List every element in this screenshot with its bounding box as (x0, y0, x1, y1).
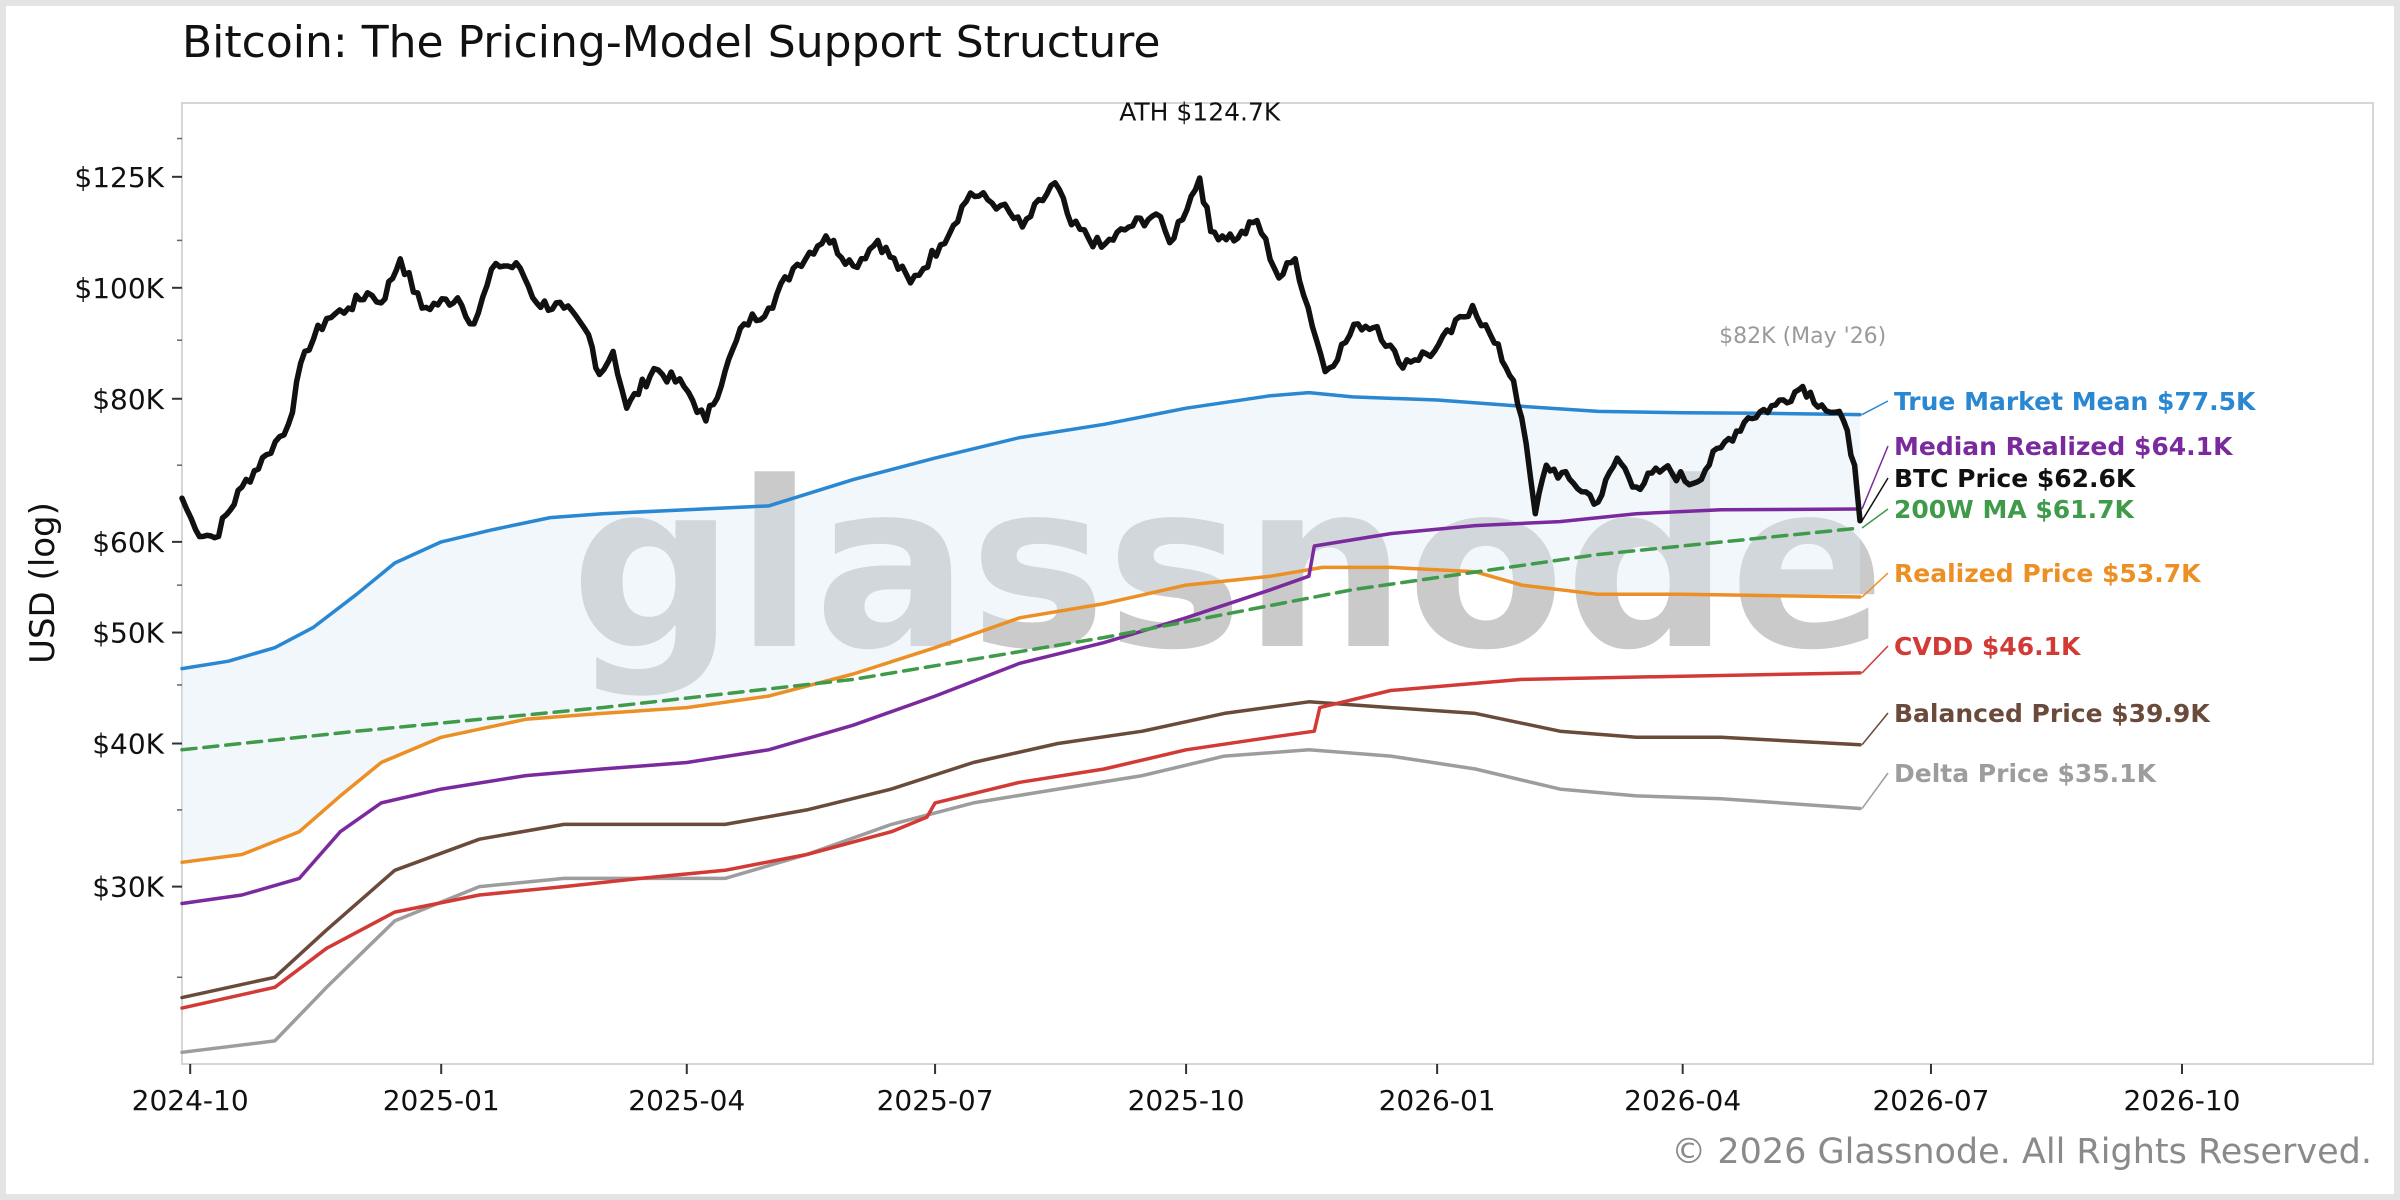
leader-200w-ma (1861, 508, 1889, 529)
end-label-true-market-mean: True Market Mean $77.5K (1894, 387, 2257, 416)
y-tick-label-50000: $50K (92, 617, 164, 650)
y-tick-label-80000: $80K (92, 383, 164, 416)
chart-frame: Bitcoin: The Pricing-Model Support Struc… (6, 6, 2394, 1194)
x-tick-label-2025-01: 2025-01 (383, 1084, 500, 1117)
series-line-median-realized (180, 507, 1862, 906)
leader-btc-price (1861, 477, 1889, 522)
leader-median-realized (1861, 445, 1889, 510)
leader-balanced-price (1861, 712, 1889, 746)
series-line-200w-ma (180, 526, 1862, 752)
end-label-delta-price: Delta Price $35.1K (1894, 759, 2158, 788)
series-line-delta-price (180, 748, 1862, 1055)
chart-canvas: Bitcoin: The Pricing-Model Support Struc… (23, 17, 2374, 1172)
x-tick-label-2026-07: 2026-07 (1872, 1084, 1989, 1117)
y-tick-label-100000: $100K (74, 272, 164, 305)
x-tick-label-2026-01: 2026-01 (1379, 1084, 1496, 1117)
end-label-median-realized: Median Realized $64.1K (1894, 432, 2234, 461)
end-label-realized-price: Realized Price $53.7K (1894, 559, 2202, 588)
axis-ticks: 2024-10 2025-01 2025-04 2025-07 2025-10 2026-… (74, 137, 2241, 1117)
y-tick-label-60000: $60K (92, 526, 164, 559)
plot-area (181, 102, 2374, 1065)
price-band (182, 392, 1860, 863)
series-line-balanced-price (180, 700, 1862, 1000)
leader-true-market-mean (1861, 400, 1889, 416)
y-axis-label: USD (log) (23, 502, 63, 664)
end-label-btc-price: BTC Price $62.6K (1894, 464, 2137, 493)
band-fill (182, 392, 1860, 863)
series-line-cvdd (180, 671, 1862, 1010)
y-tick-label-30000: $30K (92, 871, 164, 904)
series-line-realized-price (180, 565, 1862, 865)
leader-realized-price (1861, 572, 1889, 598)
series-line-true-market-mean (180, 390, 1862, 671)
x-tick-label-2024-10: 2024-10 (132, 1084, 249, 1117)
x-tick-label-2025-07: 2025-07 (877, 1084, 994, 1117)
x-tick-label-2025-04: 2025-04 (628, 1084, 745, 1117)
annotation-0: ATH $124.7K (1119, 97, 1281, 126)
chart-title: Bitcoin: The Pricing-Model Support Struc… (182, 17, 1160, 68)
watermark: glassnode (571, 434, 1886, 701)
copyright-text: © 2026 Glassnode. All Rights Reserved. (1671, 1132, 2372, 1172)
end-label-cvdd: CVDD $46.1K (1894, 632, 2082, 661)
series-line-btc-price (179, 175, 1863, 541)
leader-cvdd (1861, 645, 1889, 674)
annotations: ATH $124.7K $82K (May '26) (1119, 97, 1886, 349)
y-tick-label-125000: $125K (74, 161, 164, 194)
y-tick-label-40000: $40K (92, 728, 164, 761)
x-tick-label-2026-10: 2026-10 (2124, 1084, 2241, 1117)
annotation-1: $82K (May '26) (1719, 324, 1886, 349)
x-tick-label-2026-04: 2026-04 (1624, 1084, 1741, 1117)
end-label-balanced-price: Balanced Price $39.9K (1894, 699, 2211, 728)
series-layer (179, 175, 1863, 1055)
series-labels: True Market Mean $77.5K Median Realized $… (1861, 387, 2257, 809)
end-label-200w-ma: 200W MA $61.7K (1894, 495, 2135, 524)
leader-delta-price (1861, 772, 1889, 809)
x-tick-label-2025-10: 2025-10 (1128, 1084, 1245, 1117)
